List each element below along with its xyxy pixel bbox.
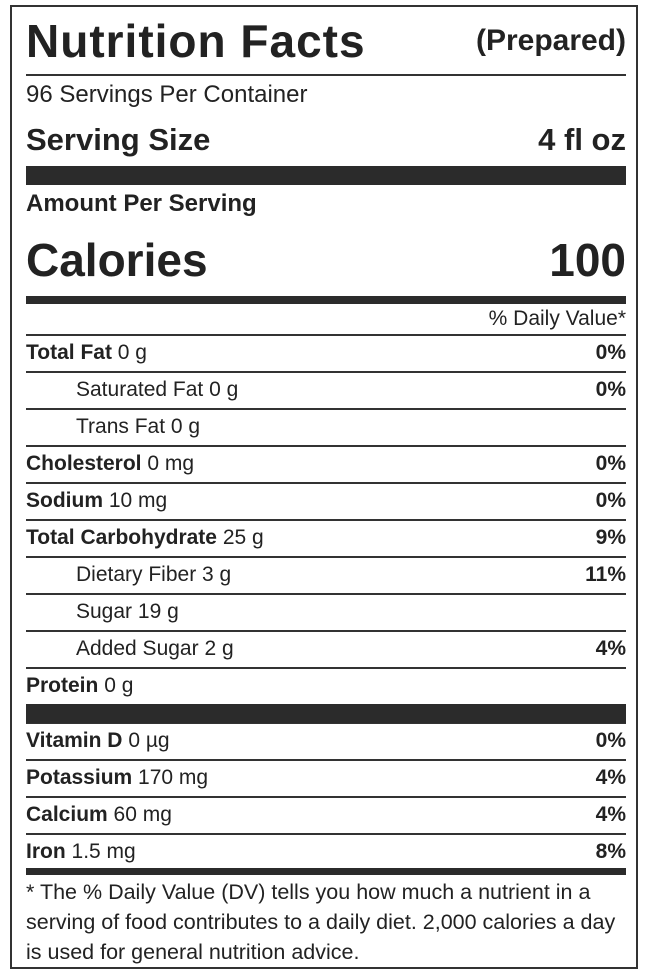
nutrient-row: Total Fat 0 g 0% — [26, 335, 626, 371]
divider — [26, 334, 626, 336]
divider — [26, 74, 626, 76]
divider — [26, 796, 626, 798]
daily-value: 4% — [595, 766, 626, 789]
nutrient-name: Trans Fat — [76, 415, 166, 438]
divider — [26, 371, 626, 373]
nutrient-name: Cholesterol — [26, 452, 142, 475]
medium-bar — [26, 296, 626, 304]
divider — [26, 759, 626, 761]
daily-value: 0% — [595, 489, 626, 512]
nutrient-text: Potassium 170 mg — [26, 766, 208, 789]
nutrient-text: Trans Fat 0 g — [26, 415, 200, 438]
thick-bar — [26, 166, 626, 185]
daily-value: 11% — [585, 563, 626, 586]
nutrient-text: Calcium 60 mg — [26, 803, 172, 826]
nutrient-amount: 0 mg — [147, 452, 195, 475]
daily-value-header: % Daily Value* — [488, 307, 626, 330]
qualifier: (Prepared) — [475, 24, 626, 57]
amount-per-serving: Amount Per Serving — [26, 190, 257, 217]
label-border — [10, 5, 638, 969]
divider — [26, 445, 626, 447]
title: Nutrition Facts — [26, 15, 366, 67]
nutrient-text: Dietary Fiber 3 g — [26, 563, 231, 586]
nutrient-text: Vitamin D 0 µg — [26, 729, 170, 752]
nutrient-amount: 25 g — [222, 526, 264, 549]
daily-value: 0% — [595, 729, 626, 752]
nutrient-row: Protein 0 g — [26, 668, 626, 704]
servings: 96 Servings Per Container — [26, 81, 308, 108]
nutrient-name: Sodium — [26, 489, 103, 512]
divider — [26, 630, 626, 632]
divider — [26, 482, 626, 484]
nutrient-amount: 3 g — [202, 563, 232, 586]
divider — [26, 833, 626, 835]
nutrient-name: Dietary Fiber — [76, 563, 197, 586]
nutrient-name: Vitamin D — [26, 729, 123, 752]
nutrient-row: Total Carbohydrate 25 g 9% — [26, 520, 626, 556]
nutrient-text: Sodium 10 mg — [26, 489, 167, 512]
nutrient-row: Saturated Fat 0 g 0% — [26, 372, 626, 408]
nutrient-row: Added Sugar 2 g 4% — [26, 631, 626, 667]
nutrient-amount: 0 g — [117, 341, 147, 364]
nutrient-name: Total Carbohydrate — [26, 526, 217, 549]
nutrient-name: Sugar — [76, 600, 133, 623]
nutrient-text: Cholesterol 0 mg — [26, 452, 194, 475]
nutrient-row: Sugar 19 g — [26, 594, 626, 630]
nutrient-text: Added Sugar 2 g — [26, 637, 234, 660]
nutrient-name: Protein — [26, 674, 99, 697]
nutrient-name: Saturated Fat — [76, 378, 204, 401]
nutrient-text: Saturated Fat 0 g — [26, 378, 238, 401]
daily-value: 0% — [595, 341, 626, 364]
nutrient-text: Sugar 19 g — [26, 600, 179, 623]
divider — [26, 519, 626, 521]
nutrient-amount: 0 µg — [128, 729, 170, 752]
nutrient-name: Total Fat — [26, 341, 112, 364]
nutrient-text: Total Carbohydrate 25 g — [26, 526, 264, 549]
nutrient-row: Cholesterol 0 mg 0% — [26, 446, 626, 482]
divider — [26, 556, 626, 558]
nutrient-amount: 0 g — [170, 415, 201, 438]
serving-size-value: 4 fl oz — [538, 122, 626, 157]
nutrient-row: Sodium 10 mg 0% — [26, 483, 626, 519]
calories-label: Calories — [26, 234, 208, 286]
nutrient-text: Protein 0 g — [26, 674, 133, 697]
divider — [26, 408, 626, 410]
nutrient-amount: 1.5 mg — [71, 840, 136, 863]
nutrient-row: Vitamin D 0 µg 0% — [26, 723, 626, 759]
footnote: * The % Daily Value (DV) tells you how m… — [26, 880, 616, 964]
nutrient-amount: 2 g — [204, 637, 234, 660]
nutrient-amount: 170 mg — [138, 766, 209, 789]
nutrient-row: Trans Fat 0 g — [26, 409, 626, 445]
daily-value: 0% — [595, 452, 626, 475]
daily-value: 0% — [595, 378, 626, 401]
medium-bar — [26, 868, 626, 875]
nutrient-row: Calcium 60 mg 4% — [26, 797, 626, 833]
nutrient-name: Iron — [26, 840, 66, 863]
nutrient-row: Iron 1.5 mg 8% — [26, 834, 626, 870]
nutrient-amount: 19 g — [137, 600, 179, 623]
thick-bar — [26, 704, 626, 723]
divider — [26, 667, 626, 669]
nutrient-name: Added Sugar — [76, 637, 199, 660]
daily-value: 4% — [595, 803, 626, 826]
nutrient-text: Total Fat 0 g — [26, 341, 147, 364]
nutrient-name: Potassium — [26, 766, 133, 789]
nutrient-name: Calcium — [26, 803, 108, 826]
divider — [26, 593, 626, 595]
nutrient-amount: 0 g — [104, 674, 134, 697]
daily-value: 4% — [595, 637, 626, 660]
nutrient-text: Iron 1.5 mg — [26, 840, 136, 863]
nutrient-amount: 0 g — [209, 378, 239, 401]
nutrient-amount: 10 mg — [108, 489, 168, 512]
nutrient-row: Potassium 170 mg 4% — [26, 760, 626, 796]
nutrient-amount: 60 mg — [113, 803, 172, 826]
calories-value: 100 — [549, 234, 626, 286]
nutrient-row: Dietary Fiber 3 g 11% — [26, 557, 626, 593]
daily-value: 8% — [595, 840, 626, 863]
daily-value: 9% — [595, 526, 626, 549]
serving-size-label: Serving Size — [26, 122, 211, 157]
